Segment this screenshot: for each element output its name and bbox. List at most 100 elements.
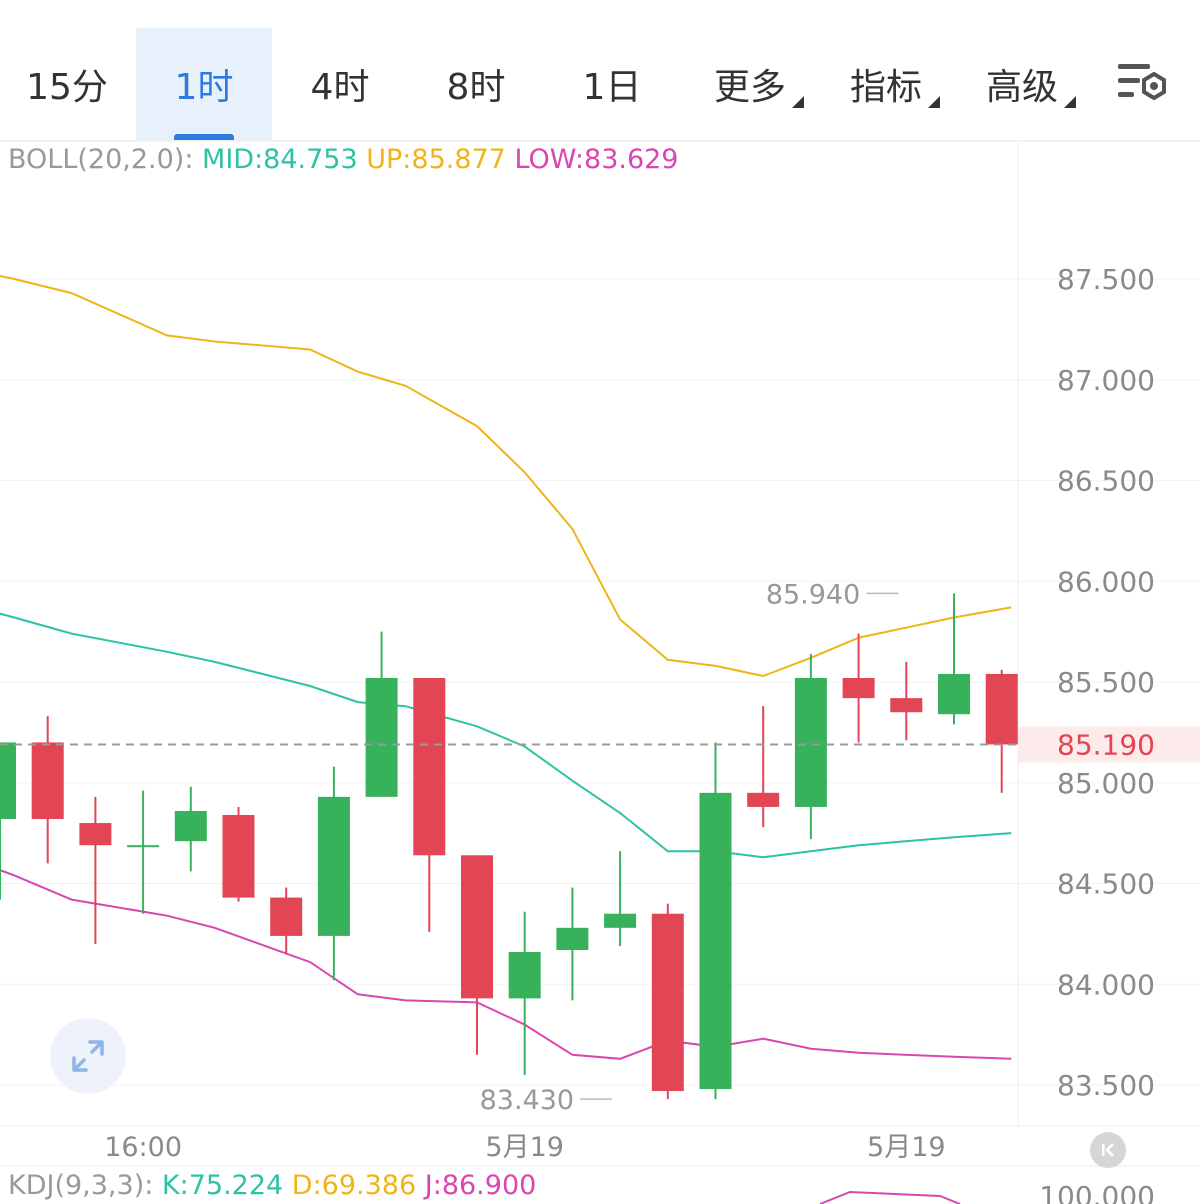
boll-up-value: UP:85.877: [366, 144, 506, 175]
boll-mid-value: MID:84.753: [202, 144, 358, 175]
candle-body: [270, 897, 303, 936]
candle-body: [651, 913, 684, 1092]
candle-body: [365, 677, 398, 797]
tab-8h[interactable]: 8时: [408, 28, 544, 140]
y-tick-label: 87.500: [1057, 263, 1155, 296]
candle-body: [890, 698, 923, 713]
tab-1h[interactable]: 1时: [136, 28, 272, 140]
tab-1d[interactable]: 1日: [544, 28, 680, 140]
dropdown-caret-icon: [792, 96, 804, 108]
grid-lines: [0, 140, 1200, 1167]
dropdown-caret-icon: [1064, 96, 1076, 108]
x-axis: 16:00 5月19 5月19: [104, 1132, 945, 1163]
candles: [0, 593, 1018, 1100]
scroll-to-latest-button[interactable]: [1090, 1132, 1126, 1168]
candle-body: [0, 742, 16, 820]
y-tick-label: 85.000: [1057, 767, 1155, 800]
candle-body: [174, 810, 207, 842]
tab-label: 指标: [849, 67, 922, 108]
candle-down: [747, 706, 780, 828]
boll-mid-line: [0, 612, 1012, 859]
tab-15min[interactable]: 15分: [0, 28, 134, 140]
candle-up: [938, 593, 970, 725]
candle-down: [270, 887, 303, 955]
candle-down: [842, 633, 875, 743]
candle-down: [79, 796, 112, 944]
candle-down: [651, 903, 684, 1100]
kdj-j-line: [819, 1190, 961, 1204]
low-price-label: 83.430: [480, 1085, 574, 1116]
tab-4h[interactable]: 4时: [272, 28, 408, 140]
candle-body: [938, 673, 970, 715]
candle-up: [604, 851, 637, 946]
boll-lower-line: [0, 869, 1012, 1060]
dropdown-caret-icon: [928, 96, 940, 108]
fullscreen-button[interactable]: [50, 1018, 126, 1094]
tab-label: 更多: [713, 67, 786, 108]
candle-body: [747, 792, 780, 807]
candle-up: [508, 911, 541, 1075]
candle-up: [365, 631, 398, 797]
kdj-k-value: K:75.224: [161, 1170, 284, 1201]
boll-legend: BOLL(20,2.0): MID:84.753 UP:85.877 LOW:8…: [8, 142, 679, 178]
y-tick-label: 86.500: [1057, 465, 1155, 498]
candle-up: [556, 887, 589, 1001]
candle-body: [556, 927, 589, 950]
annotations: 85.190 85.940 83.430: [0, 579, 1200, 1204]
candle-down: [222, 806, 255, 902]
candle-down: [985, 669, 1018, 793]
tab-advanced[interactable]: 高级: [972, 28, 1076, 140]
y-tick-label: 100.000: [1039, 1180, 1155, 1204]
candle-up: [0, 742, 16, 900]
y-tick-label: 84.500: [1057, 868, 1155, 901]
kdj-j-value: J:86.900: [424, 1170, 537, 1201]
kdj-legend: KDJ(9,3,3): K:75.224 D:69.386 J:86.900: [8, 1168, 536, 1204]
x-tick-label: 5月19: [485, 1132, 564, 1163]
candle-body: [79, 823, 112, 846]
tab-label: 1日: [582, 67, 642, 108]
y-tick-label: 85.500: [1057, 666, 1155, 699]
tab-label: 4时: [310, 67, 370, 108]
timeframe-tab-bar: 15分 1时 4时 8时 1日 更多 指标 高级: [0, 0, 1200, 141]
tab-more[interactable]: 更多: [700, 28, 804, 140]
tab-label: 8时: [446, 67, 506, 108]
candle-down: [461, 855, 493, 1055]
candle-body: [317, 796, 350, 936]
tab-label: 15分: [26, 67, 108, 108]
x-tick-label: 5月19: [867, 1132, 946, 1163]
y-tick-label: 84.000: [1057, 968, 1155, 1001]
tab-indicators[interactable]: 指标: [836, 28, 940, 140]
current-price-tag: [1018, 726, 1200, 763]
candle-up: [317, 766, 350, 981]
active-tab-indicator: [174, 134, 234, 140]
boll-low-value: LOW:83.629: [514, 144, 679, 175]
candle-body: [461, 855, 493, 999]
candle-body: [842, 677, 875, 699]
y-tick-label: 87.000: [1057, 364, 1155, 397]
candle-body: [413, 677, 446, 856]
kdj-d-value: D:69.386: [291, 1170, 417, 1201]
y-axis: 87.500 87.000 86.500 86.000 85.500 85.000 84.5…: [1039, 263, 1155, 1204]
candle-up: [699, 742, 732, 1100]
boll-upper-line: [0, 274, 1012, 678]
candle-body: [127, 845, 160, 848]
candle-down: [890, 661, 923, 741]
candle-up: [127, 790, 160, 914]
chart-settings-icon[interactable]: [1112, 56, 1172, 112]
candle-down: [413, 677, 446, 932]
candle-up: [794, 653, 827, 840]
candle-body: [222, 814, 255, 898]
boll-name: BOLL(20,2.0):: [8, 144, 194, 175]
expand-arrows-icon: [72, 1040, 104, 1072]
candle-body: [699, 792, 732, 1090]
tab-label: 高级: [985, 67, 1058, 108]
candle-body: [604, 913, 637, 928]
current-price-label: 85.190: [1057, 728, 1155, 761]
kdj-name: KDJ(9,3,3):: [8, 1170, 154, 1201]
candle-body: [508, 952, 541, 999]
x-tick-label: 16:00: [104, 1132, 182, 1163]
y-tick-label: 86.000: [1057, 565, 1155, 598]
k-collapse-icon: [1102, 1143, 1114, 1157]
y-tick-label: 83.500: [1057, 1069, 1155, 1102]
